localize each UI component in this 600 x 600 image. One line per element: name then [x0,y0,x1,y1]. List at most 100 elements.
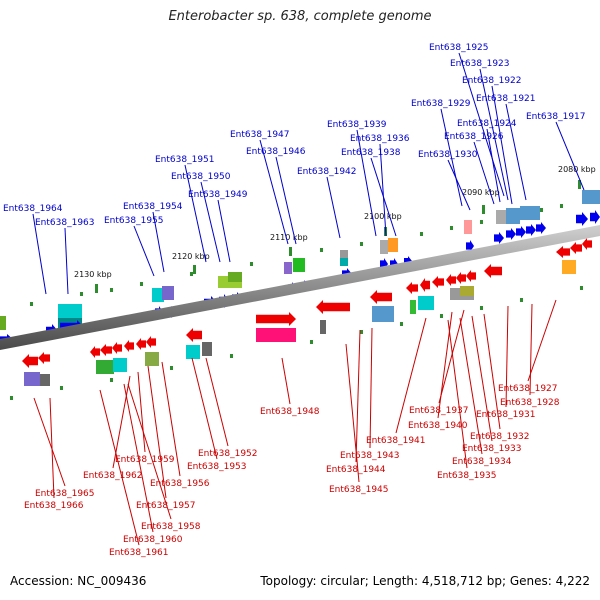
gene-arrow-19 [536,222,546,234]
top-leader-line [491,85,513,205]
scale-dot-2 [110,288,113,292]
bottom-gene-label: Ent638_1944 [326,465,386,475]
tick-label: 2090 kbp [462,188,500,197]
gene-arrow-23 [38,352,50,364]
top-gene-label: Ent638_1950 [171,172,231,182]
tick-mark [193,265,196,274]
top-leader-line [440,108,463,207]
top-gene-label: Ent638_1951 [155,155,215,165]
gene-arrow-30 [186,328,202,342]
gene-arrow-37 [446,274,456,286]
accession-text: Accession: NC_009436 [10,574,147,588]
top-gene-label: Ent638_1922 [462,76,522,86]
genome-summary-text: Topology: circular; Length: 4,518,712 bp… [260,574,590,588]
top-leader-line [486,128,501,203]
gene-arrow-26 [112,342,122,354]
bottom-leader-line [49,397,55,499]
genome-title: Enterobacter sp. 638, complete genome [168,9,432,24]
top-gene-label: Ent638_1939 [327,120,387,130]
scale-dot-11 [540,208,543,212]
gene-block-0 [0,316,6,330]
gene-block-9 [340,250,348,258]
gene-arrow-33 [370,290,392,304]
gene-block-22 [145,352,159,366]
bottom-leader-line [147,365,167,499]
bottom-gene-label: Ent638_1933 [462,444,522,454]
gene-block-11 [380,240,388,254]
top-gene-label: Ent638_1946 [246,147,306,157]
bottom-gene-label: Ent638_1928 [500,398,560,408]
bottom-leader-line [161,361,181,477]
top-gene-label: Ent638_1949 [188,190,248,200]
top-leader-line [479,68,509,201]
gene-arrow-29 [146,336,156,348]
bottom-leader-line [123,383,154,533]
gene-arrow-22 [22,354,38,368]
top-gene-label: Ent638_1923 [450,59,510,69]
bottom-leader-line [191,357,218,460]
bottom-leader-line [127,383,172,520]
bottom-leader-line [505,305,509,408]
gene-arrow-34 [406,282,418,294]
bottom-leader-line [527,299,557,382]
gene-arrow-35 [420,278,430,292]
bottom-gene-label: Ent638_1932 [470,432,530,442]
scale-dot-1 [80,292,83,296]
top-gene-label: Ent638_1954 [123,202,183,212]
bottom-leader-line [395,317,427,434]
bottom-leader-line [281,357,291,405]
scale-dot-22 [480,306,483,310]
top-gene-label: Ent638_1926 [444,132,504,142]
bottom-gene-label: Ent638_1957 [136,501,196,511]
top-leader-line [370,157,397,237]
bottom-gene-label: Ent638_1959 [115,455,175,465]
gene-block-29 [418,296,434,310]
scale-dot-15 [110,378,113,382]
bottom-leader-line [99,389,140,546]
gene-block-12 [388,238,398,252]
top-gene-label: Ent638_1925 [429,43,489,53]
scale-dot-14 [60,386,63,390]
gene-arrow-31 [256,312,296,326]
gene-arrow-14 [466,240,474,252]
scale-dot-23 [520,298,523,302]
gene-arrow-20 [576,212,588,226]
scale-dot-6 [320,248,323,252]
gene-block-23 [186,345,200,359]
tick-layer: 2130 kbp 2120 kbp 2110 kbp 2100 kbp 2090 kbp… [10,165,596,400]
top-leader-line [64,227,69,295]
bottom-gene-label: Ent638_1940 [408,421,468,431]
top-gene-label: Ent638_1964 [3,204,63,214]
top-leader-line [326,176,341,239]
top-leader-line [133,225,155,277]
gene-block-26 [320,320,326,334]
scale-dot-17 [230,354,233,358]
gene-arrow-27 [124,340,134,352]
bottom-gene-label: Ent638_1953 [187,462,247,472]
gene-block-14 [496,210,506,224]
gene-arrow-40 [484,264,502,278]
gene-arrow-18 [526,224,536,236]
gene-block-4 [162,286,174,300]
tick-mark [95,284,98,293]
tick-label: 2100 kbp [364,212,402,221]
top-gene-label: Ent638_1955 [104,216,164,226]
bottom-gene-label: Ent638_1956 [150,479,210,489]
top-leader-line [200,181,221,263]
tick-label: 2080 kbp [558,165,596,174]
bottom-leader-line [447,319,468,469]
gene-arrow-36 [432,276,444,288]
top-leader-line [32,213,47,295]
gene-block-27 [372,306,394,322]
bottom-leader-line [438,309,465,404]
top-gene-label: Ent638_1938 [341,148,401,158]
scale-dot-4 [190,272,193,276]
top-leader-line [275,156,297,245]
gene-block-17 [582,190,600,204]
gene-arrow-42 [570,242,582,254]
top-gene-label: Ent638_1929 [411,99,471,109]
scale-dot-19 [360,330,363,334]
bottom-gene-label: Ent638_1966 [24,501,84,511]
tick-label: 2130 kbp [74,270,112,279]
top-gene-label: Ent638_1921 [476,94,536,104]
